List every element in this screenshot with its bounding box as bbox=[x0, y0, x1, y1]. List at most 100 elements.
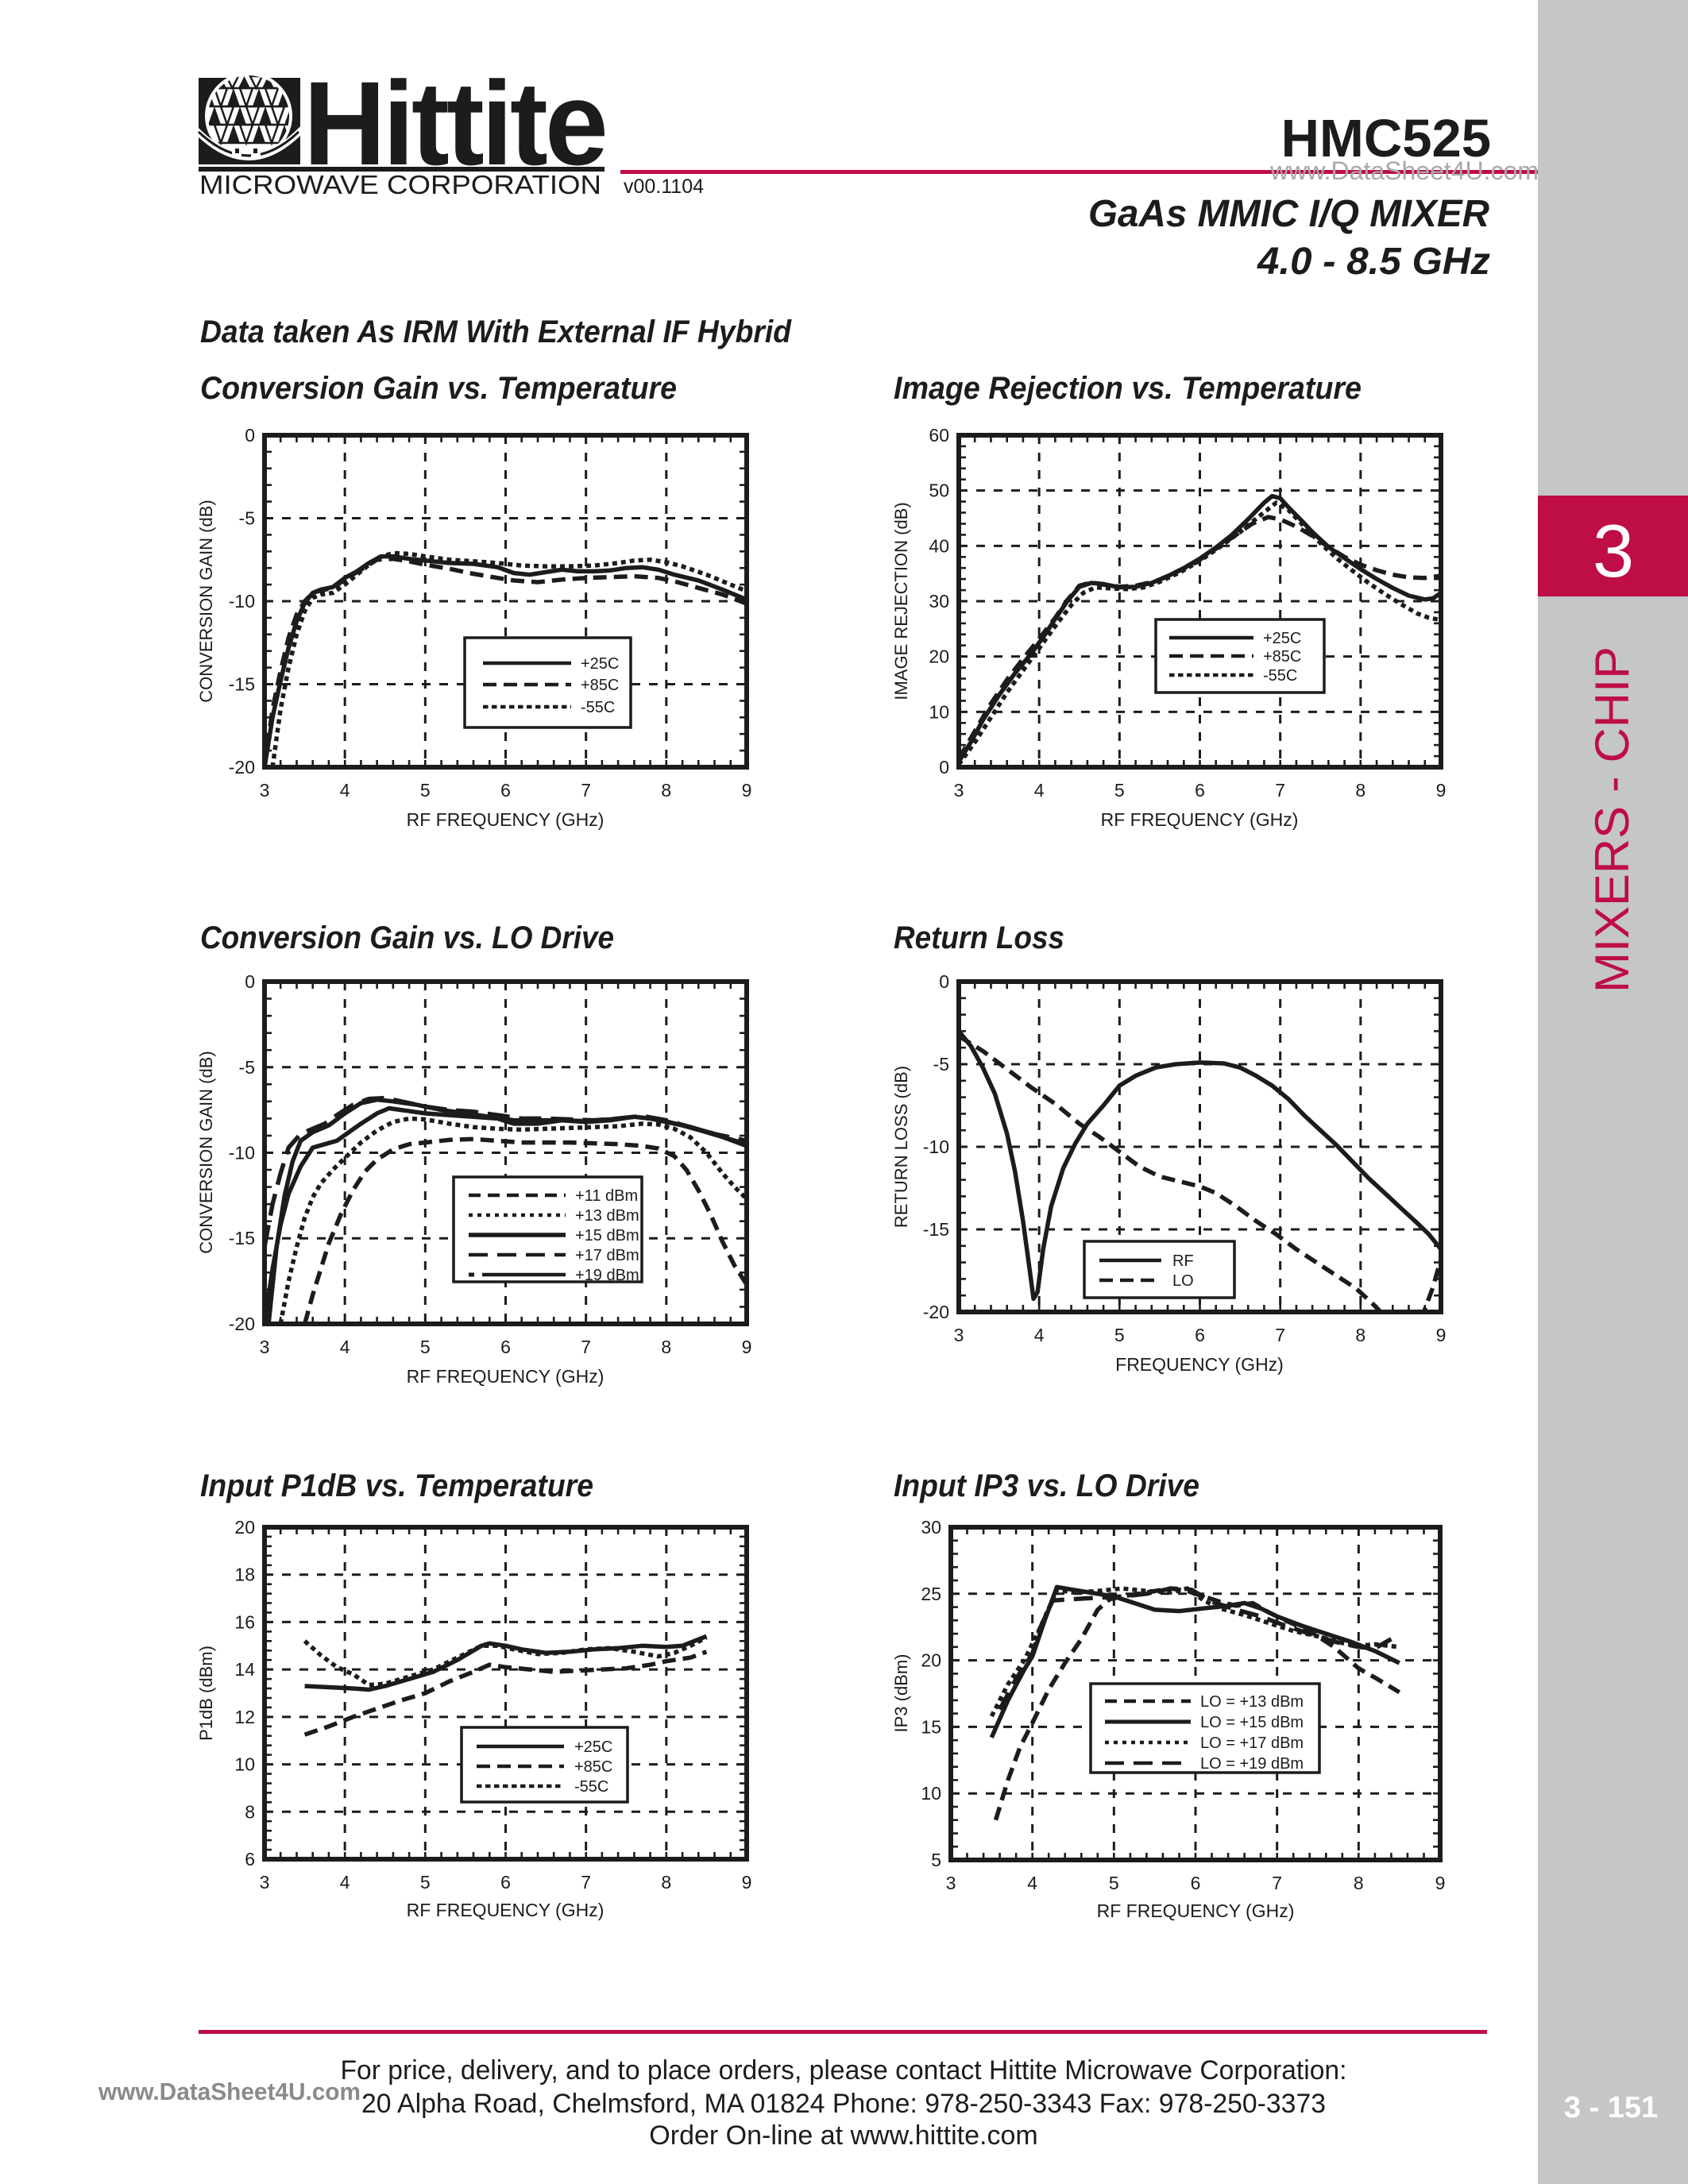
svg-text:6: 6 bbox=[500, 780, 511, 801]
svg-text:20: 20 bbox=[929, 646, 949, 667]
svg-text:5: 5 bbox=[420, 1872, 431, 1893]
svg-text:+11 dBm: +11 dBm bbox=[575, 1187, 638, 1205]
svg-text:30: 30 bbox=[921, 1517, 941, 1538]
svg-text:RF FREQUENCY (GHz): RF FREQUENCY (GHz) bbox=[1101, 809, 1299, 830]
svg-text:0: 0 bbox=[939, 757, 949, 778]
svg-text:Conversion Gain vs. Temperatur: Conversion Gain vs. Temperature bbox=[200, 371, 677, 406]
svg-text:20: 20 bbox=[234, 1517, 255, 1538]
svg-text:5: 5 bbox=[1109, 1873, 1119, 1893]
svg-text:Conversion Gain vs. LO Drive: Conversion Gain vs. LO Drive bbox=[200, 920, 614, 955]
svg-text:7: 7 bbox=[581, 1872, 591, 1893]
svg-text:LO = +15 dBm: LO = +15 dBm bbox=[1200, 1714, 1304, 1731]
svg-text:+17 dBm: +17 dBm bbox=[575, 1247, 639, 1264]
svg-text:8: 8 bbox=[1354, 1873, 1364, 1893]
svg-text:0: 0 bbox=[245, 971, 255, 992]
svg-text:-5: -5 bbox=[239, 508, 255, 529]
svg-text:3: 3 bbox=[260, 780, 270, 801]
svg-text:60: 60 bbox=[929, 425, 949, 446]
svg-text:Input IP3 vs. LO Drive: Input IP3 vs. LO Drive bbox=[894, 1468, 1199, 1503]
svg-text:-55C: -55C bbox=[581, 699, 615, 716]
svg-text:Order On-line at www.hittite.c: Order On-line at www.hittite.com bbox=[649, 2120, 1037, 2151]
svg-text:LO: LO bbox=[1172, 1272, 1194, 1290]
svg-text:30: 30 bbox=[929, 591, 949, 612]
svg-text:5: 5 bbox=[931, 1850, 941, 1870]
svg-text:HMC525: HMC525 bbox=[1281, 109, 1491, 168]
svg-text:7: 7 bbox=[1275, 780, 1285, 801]
svg-text:5: 5 bbox=[420, 780, 431, 801]
svg-text:-15: -15 bbox=[923, 1219, 949, 1240]
svg-text:FREQUENCY (GHz): FREQUENCY (GHz) bbox=[1115, 1354, 1284, 1375]
svg-text:8: 8 bbox=[1355, 780, 1365, 801]
svg-text:+13 dBm: +13 dBm bbox=[575, 1207, 639, 1225]
svg-text:4: 4 bbox=[340, 780, 350, 801]
svg-text:50: 50 bbox=[929, 480, 949, 501]
svg-text:-10: -10 bbox=[229, 591, 255, 612]
svg-text:+19 dBm: +19 dBm bbox=[575, 1267, 639, 1284]
svg-text:Data taken As IRM With Externa: Data taken As IRM With External IF Hybri… bbox=[200, 314, 792, 349]
svg-text:0: 0 bbox=[245, 425, 255, 446]
svg-text:GaAs MMIC I/Q MIXER: GaAs MMIC I/Q MIXER bbox=[1088, 193, 1489, 235]
svg-text:9: 9 bbox=[1435, 1873, 1446, 1893]
svg-text:6: 6 bbox=[500, 1337, 511, 1357]
svg-text:P1dB (dBm): P1dB (dBm) bbox=[196, 1646, 216, 1741]
svg-text:6: 6 bbox=[1191, 1873, 1201, 1893]
svg-text:7: 7 bbox=[581, 780, 591, 801]
svg-text:-55C: -55C bbox=[574, 1778, 608, 1796]
svg-text:4: 4 bbox=[1034, 780, 1045, 801]
svg-text:14: 14 bbox=[234, 1659, 255, 1680]
svg-text:3 - 151: 3 - 151 bbox=[1564, 2091, 1658, 2124]
svg-text:-10: -10 bbox=[923, 1136, 949, 1157]
svg-text:25: 25 bbox=[921, 1584, 941, 1604]
svg-text:3: 3 bbox=[260, 1872, 270, 1893]
svg-text:8: 8 bbox=[661, 1337, 671, 1357]
svg-text:8: 8 bbox=[661, 1872, 671, 1893]
svg-text:6: 6 bbox=[245, 1849, 255, 1870]
svg-text:-5: -5 bbox=[239, 1057, 255, 1078]
svg-text:LO = +17 dBm: LO = +17 dBm bbox=[1200, 1734, 1304, 1752]
svg-text:RF FREQUENCY (GHz): RF FREQUENCY (GHz) bbox=[1097, 1900, 1295, 1921]
svg-text:5: 5 bbox=[1114, 780, 1125, 801]
svg-text:Return Loss: Return Loss bbox=[894, 920, 1064, 955]
svg-text:8: 8 bbox=[245, 1801, 255, 1822]
svg-text:For price, delivery, and to pl: For price, delivery, and to place orders… bbox=[341, 2055, 1347, 2086]
svg-text:40: 40 bbox=[929, 535, 949, 556]
svg-text:15: 15 bbox=[921, 1716, 941, 1737]
svg-text:20 Alpha Road, Chelmsford, MA: 20 Alpha Road, Chelmsford, MA 01824 Phon… bbox=[361, 2089, 1326, 2119]
svg-text:-10: -10 bbox=[229, 1143, 255, 1163]
svg-text:18: 18 bbox=[234, 1565, 255, 1585]
svg-text:RF FREQUENCY (GHz): RF FREQUENCY (GHz) bbox=[407, 1900, 605, 1920]
svg-text:-5: -5 bbox=[933, 1054, 949, 1075]
svg-text:-15: -15 bbox=[229, 674, 255, 695]
svg-text:Input P1dB vs. Temperature: Input P1dB vs. Temperature bbox=[200, 1468, 593, 1503]
svg-text:RF FREQUENCY (GHz): RF FREQUENCY (GHz) bbox=[407, 809, 605, 830]
svg-text:4: 4 bbox=[1027, 1873, 1037, 1893]
svg-text:4.0 - 8.5 GHz: 4.0 - 8.5 GHz bbox=[1257, 241, 1490, 283]
svg-text:+15 dBm: +15 dBm bbox=[575, 1227, 639, 1244]
svg-text:8: 8 bbox=[661, 780, 671, 801]
svg-text:+85C: +85C bbox=[574, 1758, 612, 1776]
svg-text:+85C: +85C bbox=[1263, 648, 1301, 666]
svg-text:3: 3 bbox=[1593, 509, 1634, 592]
svg-text:4: 4 bbox=[340, 1337, 350, 1357]
svg-text:IP3 (dBm): IP3 (dBm) bbox=[891, 1653, 911, 1732]
svg-text:5: 5 bbox=[1114, 1325, 1125, 1345]
svg-text:MICROWAVE CORPORATION: MICROWAVE CORPORATION bbox=[199, 170, 601, 199]
svg-text:RF: RF bbox=[1172, 1252, 1194, 1270]
svg-text:+25C: +25C bbox=[574, 1738, 612, 1756]
svg-text:6: 6 bbox=[1195, 780, 1205, 801]
svg-text:7: 7 bbox=[1275, 1325, 1285, 1345]
svg-text:CONVERSION GAIN (dB): CONVERSION GAIN (dB) bbox=[196, 500, 216, 702]
svg-text:+25C: +25C bbox=[1263, 630, 1301, 647]
svg-text:8: 8 bbox=[1355, 1325, 1365, 1345]
svg-text:20: 20 bbox=[921, 1650, 941, 1671]
svg-text:-20: -20 bbox=[229, 757, 255, 778]
svg-text:10: 10 bbox=[234, 1754, 255, 1775]
svg-text:10: 10 bbox=[921, 1783, 941, 1804]
svg-text:IMAGE REJECTION (dB): IMAGE REJECTION (dB) bbox=[891, 502, 911, 700]
svg-text:3: 3 bbox=[260, 1337, 270, 1357]
svg-text:RETURN LOSS (dB): RETURN LOSS (dB) bbox=[891, 1066, 911, 1228]
svg-text:www.DataSheet4U.com: www.DataSheet4U.com bbox=[1269, 156, 1539, 185]
svg-text:-20: -20 bbox=[229, 1314, 255, 1334]
svg-text:v00.1104: v00.1104 bbox=[624, 176, 704, 198]
svg-text:10: 10 bbox=[929, 701, 949, 722]
